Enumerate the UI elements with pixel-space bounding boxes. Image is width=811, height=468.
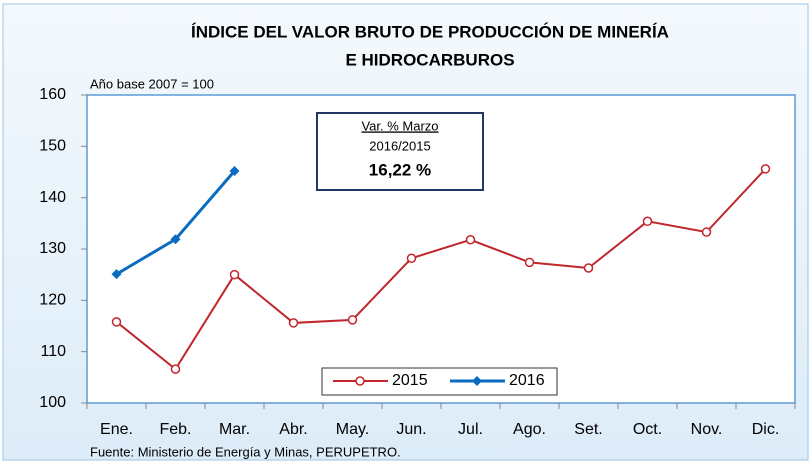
annotation: Var. % Marzo bbox=[361, 118, 438, 133]
x-tick-label: Nov. bbox=[691, 421, 723, 438]
point bbox=[347, 315, 358, 325]
y-tick-label: 100 bbox=[39, 394, 66, 411]
source: Fuente: Ministerio de Energía y Minas, P… bbox=[90, 444, 401, 459]
subtitle: Año base 2007 = 100 bbox=[90, 76, 214, 91]
point bbox=[170, 364, 181, 374]
annotation: 16,22 % bbox=[369, 160, 431, 179]
x-tick-label: Mar. bbox=[219, 421, 250, 438]
x-tick-label: Feb. bbox=[159, 421, 191, 438]
series-line bbox=[115, 168, 767, 371]
y-tick-label: 110 bbox=[40, 343, 66, 360]
x-tick-label: Jul. bbox=[458, 421, 483, 438]
x-tick-label: Set. bbox=[574, 421, 602, 438]
chart-title: E HIDROCARBUROS bbox=[345, 50, 514, 69]
point bbox=[229, 165, 240, 176]
point bbox=[406, 253, 417, 263]
point bbox=[111, 269, 122, 280]
point bbox=[229, 269, 240, 280]
point bbox=[760, 164, 771, 174]
x-tick-label: Ene. bbox=[100, 421, 133, 438]
y-tick-label: 160 bbox=[39, 86, 66, 103]
x-tick-label: Dic. bbox=[752, 421, 780, 438]
point bbox=[701, 227, 712, 237]
x-tick-label: Abr. bbox=[279, 421, 307, 438]
y-tick-label: 150 bbox=[39, 138, 66, 155]
legend-marker bbox=[472, 376, 482, 386]
point bbox=[642, 216, 653, 227]
y-tick-label: 130 bbox=[39, 240, 66, 257]
point bbox=[288, 318, 299, 328]
legend-marker bbox=[355, 376, 365, 386]
point bbox=[465, 235, 476, 245]
annotation-box bbox=[316, 112, 484, 191]
x-tick-label: Ago. bbox=[513, 421, 546, 438]
point bbox=[111, 317, 122, 327]
y-tick-label: 140 bbox=[39, 189, 66, 206]
legend-label: 2015 bbox=[392, 372, 428, 389]
x-tick-label: May. bbox=[336, 421, 369, 438]
y-tick-label: 120 bbox=[39, 292, 66, 309]
annotation: 2016/2015 bbox=[369, 138, 430, 153]
point bbox=[524, 257, 535, 268]
x-tick-label: Jun. bbox=[396, 421, 426, 438]
point bbox=[170, 234, 181, 245]
x-tick-label: Oct. bbox=[633, 421, 662, 438]
point bbox=[583, 263, 594, 273]
chart-title: ÍNDICE DEL VALOR BRUTO DE PRODUCCIÓN DE … bbox=[191, 22, 669, 41]
legend-label: 2016 bbox=[509, 372, 545, 389]
